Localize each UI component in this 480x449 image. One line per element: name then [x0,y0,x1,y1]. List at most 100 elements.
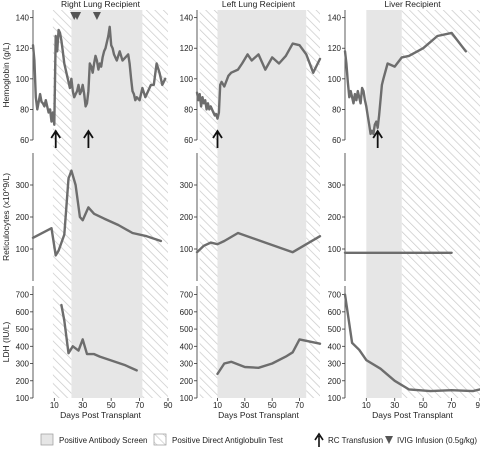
data-point [161,84,163,86]
data-point [215,113,217,115]
data-point [365,105,367,107]
data-point [221,81,223,83]
data-point [394,65,396,68]
data-point [465,50,467,52]
data-point [230,72,232,74]
data-point [153,84,155,86]
data-point [344,252,346,254]
chart-row-2: 100 200 300 400 500 600 700 [180,286,322,403]
ivig-infusion-marker [92,12,101,20]
data-point [136,96,138,98]
data-point [216,117,219,120]
data-point [42,102,44,104]
data-point [372,133,375,135]
gray-square-icon [40,433,54,446]
data-point [87,90,90,92]
data-point [84,105,87,107]
data-point [72,90,74,92]
data-point [450,252,453,254]
x-tick-label: 50 [419,401,428,410]
data-point [107,35,109,37]
data-point [40,101,43,103]
chart-row-2: 100 200 300 400 500 600 700 [328,286,480,403]
data-point [369,133,372,135]
y-tick-label: 700 [180,291,194,300]
y-tick-label: 300 [328,360,342,369]
data-point [92,72,94,74]
data-point [59,32,61,34]
y-tick-label: 400 [328,342,342,351]
data-point [378,114,380,117]
legend-label-ivig: IVIG Infusion (0.5g/kg) [397,436,477,445]
y-tick-label: 100 [328,245,342,254]
data-point [364,99,366,101]
data-point [374,124,376,126]
data-point [94,55,97,57]
y-tick-label: 120 [328,44,342,53]
data-point [53,124,55,126]
data-point [55,35,57,37]
data-point [43,105,45,107]
dat-hatch-band-1 [306,10,320,398]
data-point [32,237,34,239]
data-point [45,99,47,101]
chart-column-0: Right Lung Recipient 60 80 100 120 140 Hemoglo… [1,0,173,420]
x-tick-label: 70 [295,401,304,410]
data-point [200,105,202,107]
data-point [354,93,356,95]
data-point [131,232,134,234]
data-point [99,356,101,358]
data-point [100,65,102,68]
chart-row-1: 100 200 300 [180,153,322,281]
data-point [230,361,232,363]
data-point [55,254,57,256]
data-point [124,56,126,59]
x-tick-label: 50 [268,401,277,410]
data-point [124,364,126,366]
y-tick-label: 600 [180,308,194,317]
y-axis-label: LDH (IU/L) [1,322,11,363]
data-point [223,85,225,88]
dat-hatch-band-0 [401,10,480,398]
data-point [278,62,280,65]
data-point [345,62,348,65]
y-tick-label: 140 [180,14,194,23]
y-tick-label: 500 [328,325,342,334]
data-point [382,78,384,80]
down-triangle-icon [385,436,393,444]
data-point [216,373,219,375]
data-point [408,55,410,57]
panel-title: Left Lung Recipient [222,0,296,9]
rc-transfusion-arrow [50,129,61,148]
data-point [201,96,204,98]
data-point [134,99,136,101]
x-tick-label: 70 [135,401,144,410]
data-point [351,96,353,98]
legend-label-rc: RC Transfusion [328,436,383,445]
data-point [113,53,115,55]
x-tick-label: 90 [476,401,480,410]
data-point [69,87,71,89]
data-point [305,53,307,55]
data-point [196,251,198,253]
panel-title: Right Lung Recipient [61,0,141,9]
x-axis-label: Days Post Transplant [218,410,299,420]
y-tick-label: 140 [16,14,30,23]
data-point [75,184,77,186]
data-point [422,47,424,49]
x-tick-label: 70 [447,401,456,410]
data-point [144,96,146,98]
data-point [361,87,363,89]
data-point [82,219,84,221]
data-point [319,235,321,237]
data-point [86,102,88,104]
data-point [146,235,148,237]
data-point [271,362,273,365]
data-point [219,84,221,86]
chart-row-0: 60 80 100 120 140 [180,10,322,145]
data-point [75,93,77,95]
data-point [401,56,403,59]
data-point [156,62,158,65]
data-point [319,58,321,60]
y-tick-label: 140 [328,14,342,23]
